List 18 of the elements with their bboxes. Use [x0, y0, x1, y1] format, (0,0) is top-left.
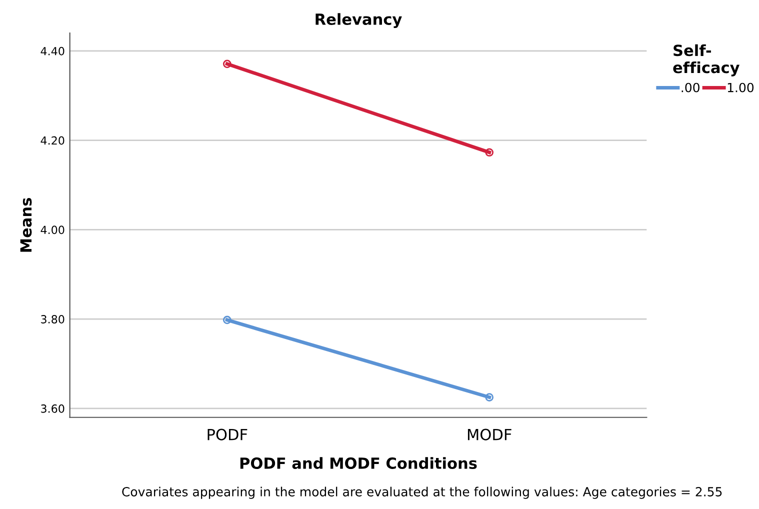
x-axis-title: PODF and MODF Conditions — [240, 457, 477, 469]
legend-label: .00 — [682, 82, 700, 92]
text: Covariates appearing in the model are evaluated at the following values: Age categories = 2.55 — [122, 486, 722, 499]
x-tick-label: PODF — [208, 428, 248, 440]
y-axis-title: Means — [20, 198, 32, 252]
point — [485, 148, 494, 157]
chart-title: Relevancy — [316, 13, 402, 28]
legend-title: Self- efficacy — [673, 44, 740, 76]
y-tick-label: 4.40 — [40, 46, 64, 56]
legend-label: 1.00 — [728, 82, 754, 92]
point — [222, 60, 232, 68]
y-tick-label: 3.60 — [41, 404, 64, 413]
y-tick-label: 4.20 — [40, 136, 64, 145]
y-tick-label: 4.00 — [40, 226, 64, 234]
x-tick-label: MODF — [468, 428, 512, 440]
y-tick-label: 3.80 — [41, 315, 64, 324]
point — [222, 316, 232, 324]
point — [485, 393, 494, 402]
